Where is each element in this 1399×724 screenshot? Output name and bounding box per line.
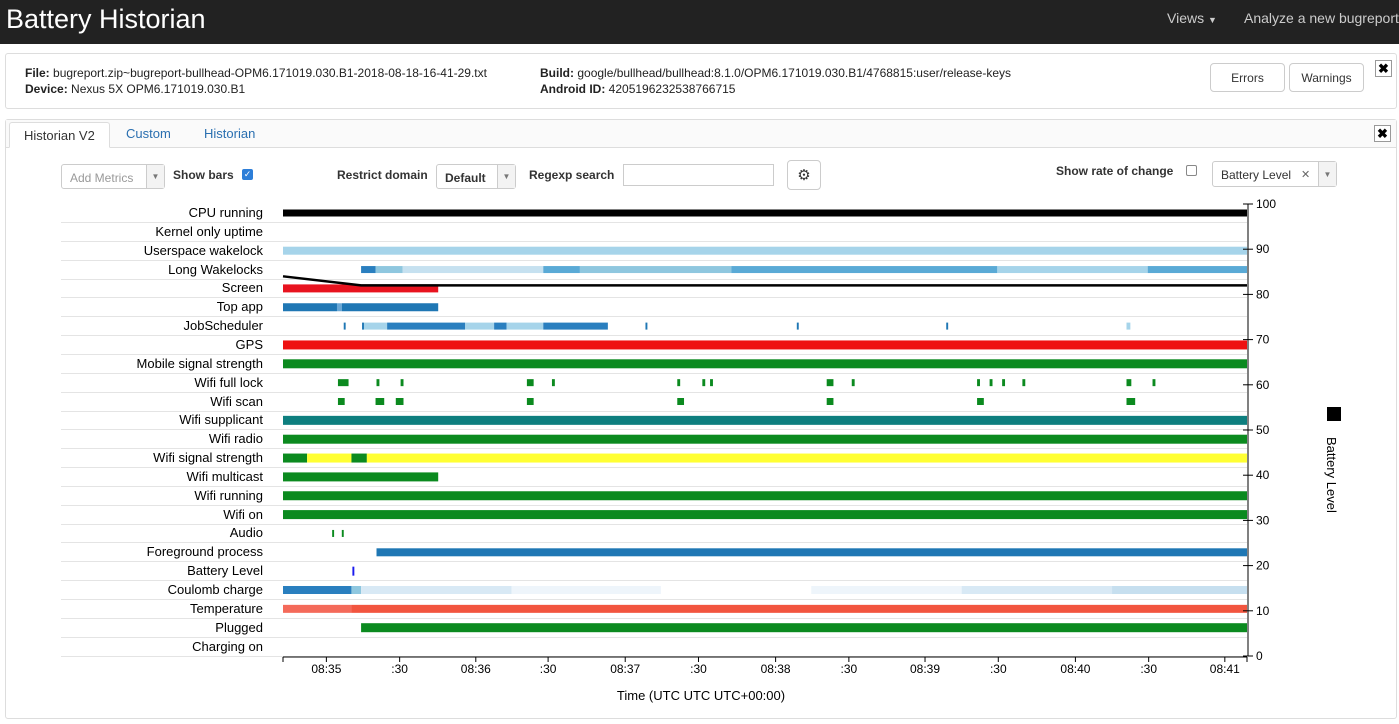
row-separator <box>61 411 1247 412</box>
close-tab-icon[interactable]: ✖ <box>1374 125 1391 142</box>
row-separator <box>61 656 1247 657</box>
android-id-label: Android ID: <box>540 82 606 96</box>
row-label: Plugged <box>215 620 263 635</box>
views-menu[interactable]: Views ▼ <box>1167 10 1217 26</box>
row-label: Wifi scan <box>210 394 263 409</box>
tab-historian[interactable]: Historian <box>204 126 256 141</box>
domain-select[interactable]: Default ▼ <box>436 164 516 189</box>
show-rate-of-change-checkbox[interactable] <box>1186 165 1197 176</box>
gear-icon: ⚙ <box>797 167 811 184</box>
row-separator <box>61 260 1247 261</box>
file-info: File: bugreport.zip~bugreport-bullhead-O… <box>25 66 487 80</box>
build-info: Build: google/bullhead/bullhead:8.1.0/OP… <box>540 66 1011 80</box>
tabs-panel: Historian V2 Custom Historian ✖ <box>5 119 1397 719</box>
views-label: Views <box>1167 10 1205 26</box>
metric-select[interactable]: Battery Level ✕ ▼ <box>1212 161 1337 187</box>
build-value: google/bullhead/bullhead:8.1.0/OPM6.1710… <box>577 66 1011 80</box>
row-separator <box>61 486 1247 487</box>
domain-selected-value: Default <box>445 171 486 185</box>
row-separator <box>61 448 1247 449</box>
row-label: GPS <box>235 337 263 352</box>
clear-selection-icon[interactable]: ✕ <box>1301 169 1311 181</box>
regexp-search-label: Regexp search <box>529 168 615 182</box>
device-info: Device: Nexus 5X OPM6.171019.030.B1 <box>25 82 245 96</box>
show-bars-label: Show bars <box>173 168 234 182</box>
restrict-domain-label: Restrict domain <box>337 168 428 182</box>
file-value: bugreport.zip~bugreport-bullhead-OPM6.17… <box>53 66 487 80</box>
row-separator <box>61 618 1247 619</box>
row-separator <box>61 505 1247 506</box>
dropdown-arrow-icon: ▼ <box>1318 162 1336 186</box>
tab-bar: Historian V2 Custom Historian ✖ <box>6 120 1396 148</box>
row-label: Top app <box>216 299 263 314</box>
row-separator <box>61 335 1247 336</box>
android-id-value: 4205196232538766715 <box>608 82 736 96</box>
device-label: Device: <box>25 82 68 96</box>
row-separator <box>61 373 1247 374</box>
row-separator <box>61 316 1247 317</box>
row-label: Battery Level <box>187 563 263 578</box>
row-separator <box>61 580 1247 581</box>
row-label: Mobile signal strength <box>136 356 263 371</box>
device-value: Nexus 5X OPM6.171019.030.B1 <box>71 82 246 96</box>
settings-gear-button[interactable]: ⚙ <box>787 160 821 190</box>
row-separator <box>61 637 1247 638</box>
row-separator <box>61 429 1247 430</box>
analyze-new-bugreport-link[interactable]: Analyze a new bugreport <box>1244 10 1399 26</box>
warnings-button[interactable]: Warnings <box>1289 63 1364 92</box>
dropdown-arrow-icon: ▼ <box>146 165 164 188</box>
row-label: Wifi full lock <box>194 375 263 390</box>
row-separator <box>61 542 1247 543</box>
row-separator <box>61 297 1247 298</box>
navbar: Battery Historian Views ▼ Analyze a new … <box>0 0 1399 44</box>
report-info-panel: File: bugreport.zip~bugreport-bullhead-O… <box>5 53 1397 109</box>
row-label: Wifi supplicant <box>179 412 263 427</box>
row-separator <box>61 524 1247 525</box>
row-label: Wifi on <box>223 507 263 522</box>
row-separator <box>61 561 1247 562</box>
add-metrics-select[interactable]: Add Metrics ▼ <box>61 164 165 189</box>
row-label: JobScheduler <box>183 318 264 333</box>
row-label: Kernel only uptime <box>155 224 263 239</box>
errors-button[interactable]: Errors <box>1210 63 1285 92</box>
add-metrics-placeholder: Add Metrics <box>70 171 134 185</box>
row-label: Temperature <box>190 601 263 616</box>
tab-historian-v2[interactable]: Historian V2 <box>9 122 110 148</box>
row-label: Audio <box>229 525 263 540</box>
dropdown-arrow-icon: ▼ <box>497 165 515 188</box>
row-label: CPU running <box>188 205 263 220</box>
android-id-info: Android ID: 4205196232538766715 <box>540 82 735 96</box>
row-label: Wifi multicast <box>186 469 263 484</box>
show-bars-checkbox[interactable]: ✓ <box>242 169 253 180</box>
regexp-search-input[interactable] <box>623 164 774 186</box>
close-info-icon[interactable]: ✖ <box>1375 60 1392 77</box>
file-label: File: <box>25 66 50 80</box>
row-label: Screen <box>221 280 263 295</box>
row-separator <box>61 222 1247 223</box>
row-label: Userspace wakelock <box>143 243 263 258</box>
row-separator <box>61 241 1247 242</box>
caret-down-icon: ▼ <box>1207 15 1217 25</box>
row-separator <box>61 599 1247 600</box>
row-label: Wifi signal strength <box>153 450 263 465</box>
brand-title[interactable]: Battery Historian <box>6 4 206 34</box>
row-separator <box>61 467 1247 468</box>
build-label: Build: <box>540 66 574 80</box>
tab-custom[interactable]: Custom <box>126 126 171 141</box>
row-label: Wifi radio <box>208 431 263 446</box>
row-label: Long Wakelocks <box>168 262 263 277</box>
metric-selected-value: Battery Level <box>1221 168 1292 182</box>
row-label: Coulomb charge <box>167 582 263 597</box>
row-separator <box>61 392 1247 393</box>
row-label: Charging on <box>192 639 263 654</box>
row-label: Foreground process <box>146 544 263 559</box>
row-label: Wifi running <box>194 488 263 503</box>
show-rate-of-change-label: Show rate of change <box>1056 164 1174 178</box>
row-separator <box>61 354 1247 355</box>
